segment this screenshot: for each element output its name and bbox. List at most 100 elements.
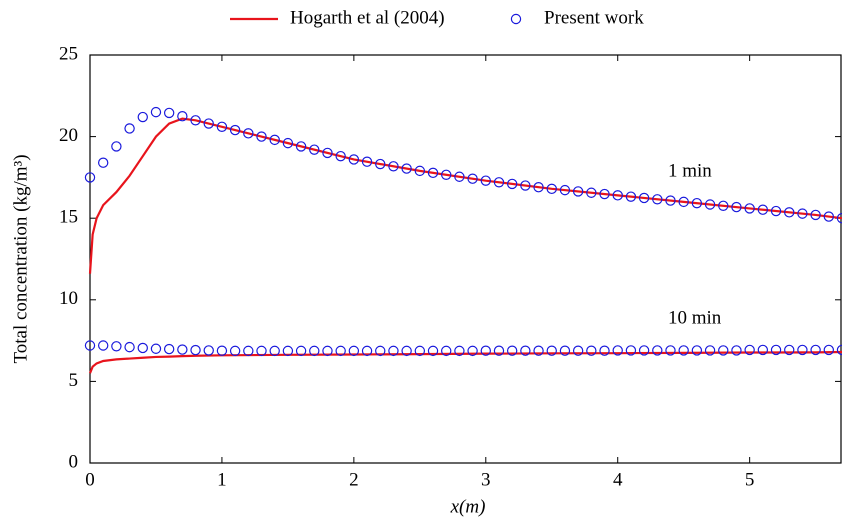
marker	[546, 345, 557, 356]
marker	[797, 344, 808, 356]
marker	[757, 204, 769, 215]
marker	[638, 192, 650, 204]
marker	[836, 344, 842, 356]
marker	[401, 163, 412, 174]
marker	[718, 345, 729, 356]
marker	[150, 106, 162, 118]
marker	[652, 194, 663, 205]
marker	[427, 167, 439, 179]
marker	[97, 340, 109, 351]
y-tick-label: 5	[69, 370, 79, 391]
annotation: 1 min	[668, 160, 712, 181]
y-tick-label: 0	[69, 451, 79, 472]
marker	[203, 118, 214, 129]
marker	[467, 173, 478, 184]
y-tick-label: 10	[59, 288, 78, 309]
marker	[836, 213, 842, 224]
line	[88, 117, 842, 274]
marker	[348, 154, 360, 165]
marker	[599, 188, 610, 200]
marker	[770, 205, 782, 217]
y-tick-label: 15	[59, 207, 78, 228]
marker	[625, 191, 637, 202]
marker	[480, 345, 491, 356]
marker	[506, 345, 518, 356]
marker	[480, 175, 491, 186]
annotation: 10 min	[668, 307, 722, 328]
marker	[493, 345, 505, 356]
marker	[572, 186, 584, 197]
marker	[731, 201, 742, 213]
marker	[520, 345, 531, 356]
marker	[797, 208, 808, 219]
marker	[493, 177, 505, 188]
marker	[243, 345, 254, 357]
marker	[163, 343, 175, 355]
marker	[467, 345, 478, 357]
marker	[216, 345, 228, 356]
marker	[810, 344, 821, 356]
marker	[427, 345, 439, 357]
marker	[652, 345, 663, 356]
marker	[177, 110, 188, 122]
marker	[441, 169, 452, 180]
marker	[810, 209, 821, 221]
marker	[784, 207, 795, 218]
marker	[322, 345, 333, 357]
marker	[124, 341, 135, 353]
marker	[137, 342, 148, 354]
marker	[414, 345, 426, 357]
legend-label: Present work	[544, 7, 644, 28]
marker	[757, 344, 769, 356]
marker	[322, 147, 333, 159]
marker	[111, 341, 122, 352]
marker	[216, 121, 228, 133]
marker	[269, 134, 280, 146]
marker	[823, 211, 835, 222]
marker	[586, 345, 597, 356]
marker	[361, 345, 373, 357]
marker	[678, 196, 689, 208]
marker	[612, 190, 623, 201]
marker	[665, 195, 676, 206]
marker	[203, 345, 214, 356]
legend-swatch	[510, 13, 522, 25]
marker	[520, 180, 531, 191]
marker	[586, 187, 597, 198]
marker	[704, 345, 716, 356]
marker	[559, 345, 571, 356]
marker	[731, 345, 742, 356]
marker	[665, 345, 676, 356]
marker	[163, 107, 175, 119]
marker	[256, 345, 267, 357]
plot-frame	[89, 54, 842, 464]
marker	[388, 161, 399, 172]
marker	[229, 345, 241, 357]
marker	[691, 345, 703, 356]
marker	[269, 345, 280, 357]
marker	[612, 345, 623, 356]
marker	[375, 158, 386, 170]
marker	[744, 344, 755, 356]
marker	[533, 345, 544, 356]
marker	[454, 345, 465, 357]
marker	[282, 345, 294, 357]
marker	[177, 344, 188, 355]
marker	[282, 137, 294, 149]
marker	[638, 345, 650, 356]
marker	[295, 345, 307, 357]
marker	[572, 345, 584, 356]
x-tick-label: 5	[745, 469, 755, 490]
marker	[256, 131, 267, 142]
marker	[704, 199, 716, 210]
marker	[97, 157, 109, 168]
marker	[718, 200, 729, 211]
marker	[150, 343, 162, 354]
marker	[243, 128, 254, 139]
x-tick-label: 2	[349, 469, 359, 490]
marker	[625, 345, 637, 356]
marker	[599, 345, 610, 356]
marker	[229, 124, 241, 136]
marker	[84, 172, 96, 183]
